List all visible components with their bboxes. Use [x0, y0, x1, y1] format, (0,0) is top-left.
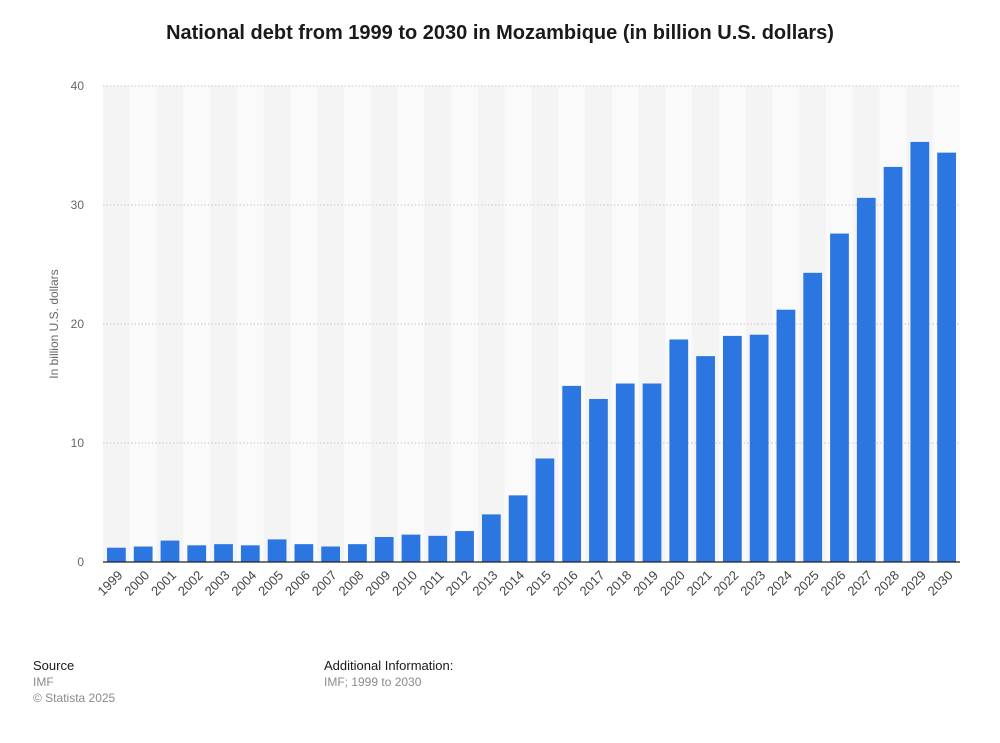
x-tick-label: 2023	[737, 568, 768, 599]
x-tick-label: 2013	[469, 568, 500, 599]
bar	[696, 356, 715, 562]
x-tick-label: 2002	[175, 568, 206, 599]
bar	[642, 383, 662, 562]
source-label: Source	[33, 658, 75, 673]
bar	[481, 514, 501, 562]
x-tick-label: 2020	[657, 568, 688, 599]
bar	[883, 166, 903, 563]
bar	[428, 535, 448, 562]
bar	[401, 534, 421, 562]
bar	[294, 544, 314, 562]
x-tick-label: 2019	[630, 568, 661, 599]
bar	[107, 547, 126, 562]
bar	[803, 272, 823, 562]
bar	[722, 335, 742, 562]
y-tick-label: 20	[71, 317, 85, 331]
additional-info-block: Additional Information: IMF; 1999 to 203…	[324, 658, 453, 690]
x-tick-label: 2026	[818, 568, 849, 599]
bar	[348, 544, 367, 562]
plot-band	[210, 86, 237, 562]
bar	[321, 546, 341, 562]
x-tick-label: 2009	[362, 568, 393, 599]
x-tick-label: 2003	[202, 568, 233, 599]
x-tick-label: 2028	[871, 568, 902, 599]
bar	[910, 141, 930, 562]
x-tick-label: 2000	[121, 568, 152, 599]
x-tick-label: 2024	[764, 568, 795, 599]
x-tick-label: 2016	[550, 568, 581, 599]
bar	[830, 233, 849, 562]
bar	[214, 544, 233, 562]
x-tick-label: 2015	[523, 568, 554, 599]
x-tick-label: 2025	[791, 568, 822, 599]
x-tick-label: 2006	[282, 568, 313, 599]
bar	[937, 152, 956, 562]
chart-title: National debt from 1999 to 2030 in Mozam…	[166, 22, 834, 44]
bar	[535, 458, 555, 562]
x-tick-label: 2030	[925, 568, 956, 599]
copyright-text: © Statista 2025	[33, 691, 116, 705]
bar	[160, 540, 180, 562]
plot-band	[397, 86, 425, 562]
bar	[562, 385, 582, 562]
x-tick-label: 2008	[335, 568, 366, 599]
y-tick-label: 30	[71, 198, 85, 212]
x-tick-label: 1999	[94, 568, 125, 599]
x-tick-label: 2027	[844, 568, 875, 599]
bar	[856, 197, 876, 563]
x-tick-label: 2005	[255, 568, 286, 599]
bar	[776, 309, 796, 562]
x-tick-label: 2029	[898, 568, 929, 599]
x-tick-label: 2014	[496, 568, 527, 599]
bar	[240, 545, 260, 562]
x-tick-label: 2012	[443, 568, 474, 599]
bar-chart: 0102030401999200020012002200320042005200…	[47, 79, 960, 599]
additional-info-value: IMF; 1999 to 2030	[324, 675, 422, 689]
additional-info-label: Additional Information:	[324, 658, 454, 673]
y-axis-title: In billion U.S. dollars	[47, 269, 61, 378]
x-tick-label: 2022	[710, 568, 741, 599]
x-tick-label: 2011	[417, 568, 447, 598]
x-tick-label: 2021	[684, 568, 715, 599]
x-tick-label: 2010	[389, 568, 420, 599]
x-tick-label: 2001	[148, 568, 179, 599]
bar	[669, 339, 689, 562]
bar	[615, 383, 635, 562]
bar	[133, 546, 153, 562]
bar	[589, 398, 608, 562]
y-tick-label: 0	[77, 555, 84, 569]
source-value: IMF	[33, 675, 54, 689]
bar	[267, 539, 287, 562]
bar	[374, 537, 394, 562]
x-tick-label: 2017	[577, 568, 608, 599]
bar	[455, 531, 474, 562]
x-tick-label: 2004	[228, 568, 259, 599]
source-block: Source IMF © Statista 2025	[33, 658, 115, 706]
y-tick-label: 40	[71, 79, 85, 93]
bar	[749, 334, 769, 562]
x-tick-label: 2018	[603, 568, 634, 599]
x-tick-label: 2007	[309, 568, 340, 599]
bar	[508, 495, 528, 562]
bar	[187, 545, 207, 562]
y-tick-label: 10	[71, 436, 85, 450]
